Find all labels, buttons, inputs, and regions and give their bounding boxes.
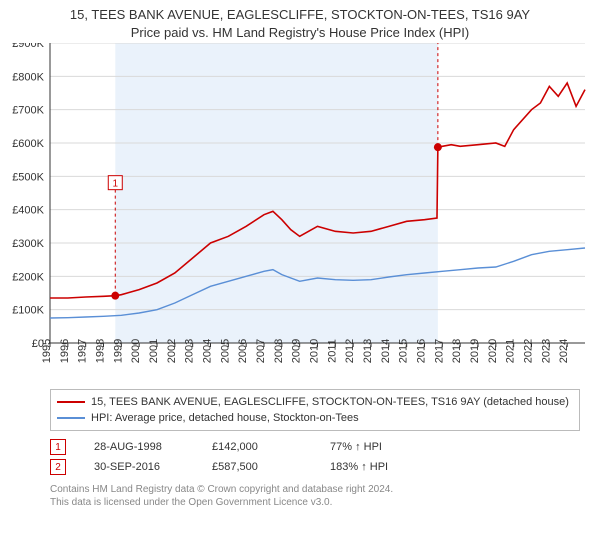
svg-text:£900K: £900K (12, 43, 44, 50)
svg-text:2020: 2020 (487, 339, 499, 363)
svg-text:2010: 2010 (309, 339, 321, 363)
legend-item-price-paid: 15, TEES BANK AVENUE, EAGLESCLIFFE, STOC… (57, 394, 573, 410)
title-line-2: Price paid vs. HM Land Registry's House … (8, 24, 592, 42)
svg-text:2021: 2021 (505, 339, 517, 363)
svg-text:£500K: £500K (12, 171, 44, 183)
title-line-1: 15, TEES BANK AVENUE, EAGLESCLIFFE, STOC… (8, 6, 592, 24)
event-date: 28-AUG-1998 (94, 441, 184, 453)
legend-label-1: 15, TEES BANK AVENUE, EAGLESCLIFFE, STOC… (91, 396, 569, 408)
svg-text:£200K: £200K (12, 271, 44, 283)
event-marker-1: 1 (50, 439, 66, 455)
svg-text:1998: 1998 (95, 339, 107, 363)
svg-text:2000: 2000 (130, 339, 142, 363)
svg-text:2017: 2017 (433, 339, 445, 363)
event-marker-2: 2 (50, 459, 66, 475)
svg-text:£300K: £300K (12, 238, 44, 250)
event-table: 1 28-AUG-1998 £142,000 77% ↑ HPI 2 30-SE… (50, 437, 580, 477)
svg-text:2018: 2018 (451, 339, 463, 363)
svg-text:2016: 2016 (416, 339, 428, 363)
svg-text:1996: 1996 (59, 339, 71, 363)
svg-text:£400K: £400K (12, 205, 44, 217)
chart-area: £0£100K£200K£300K£400K£500K£600K£700K£80… (0, 43, 600, 383)
svg-text:2023: 2023 (540, 339, 552, 363)
event-price: £587,500 (212, 461, 302, 473)
svg-text:£100K: £100K (12, 305, 44, 317)
svg-text:2003: 2003 (184, 339, 196, 363)
svg-text:1997: 1997 (77, 339, 89, 363)
event-date: 30-SEP-2016 (94, 461, 184, 473)
svg-text:2008: 2008 (273, 339, 285, 363)
footnote-line-2: This data is licensed under the Open Gov… (50, 496, 580, 509)
svg-text:2024: 2024 (558, 339, 570, 363)
svg-text:1995: 1995 (41, 339, 53, 363)
svg-text:2007: 2007 (255, 339, 267, 363)
event-pct: 77% ↑ HPI (330, 441, 420, 453)
event-row: 2 30-SEP-2016 £587,500 183% ↑ HPI (50, 457, 580, 477)
svg-text:2001: 2001 (148, 339, 160, 363)
svg-text:£600K: £600K (12, 138, 44, 150)
chart-title: 15, TEES BANK AVENUE, EAGLESCLIFFE, STOC… (0, 0, 600, 43)
svg-text:2014: 2014 (380, 339, 392, 363)
event-price: £142,000 (212, 441, 302, 453)
svg-text:1999: 1999 (112, 339, 124, 363)
svg-text:2019: 2019 (469, 339, 481, 363)
line-chart: £0£100K£200K£300K£400K£500K£600K£700K£80… (0, 43, 600, 383)
svg-text:2013: 2013 (362, 339, 374, 363)
svg-text:2006: 2006 (237, 339, 249, 363)
svg-text:£700K: £700K (12, 105, 44, 117)
svg-text:£800K: £800K (12, 71, 44, 83)
legend-item-hpi: HPI: Average price, detached house, Stoc… (57, 410, 573, 426)
event-row: 1 28-AUG-1998 £142,000 77% ↑ HPI (50, 437, 580, 457)
svg-text:2012: 2012 (344, 339, 356, 363)
legend-swatch-1 (57, 401, 85, 403)
svg-text:2004: 2004 (202, 339, 214, 363)
footnote-line-1: Contains HM Land Registry data © Crown c… (50, 483, 580, 496)
svg-text:2009: 2009 (291, 339, 303, 363)
svg-text:2015: 2015 (398, 339, 410, 363)
svg-text:1: 1 (112, 179, 118, 190)
legend: 15, TEES BANK AVENUE, EAGLESCLIFFE, STOC… (50, 389, 580, 431)
event-pct: 183% ↑ HPI (330, 461, 420, 473)
legend-label-2: HPI: Average price, detached house, Stoc… (91, 412, 359, 424)
svg-text:2022: 2022 (523, 339, 535, 363)
legend-swatch-2 (57, 417, 85, 419)
svg-text:2005: 2005 (219, 339, 231, 363)
footnote: Contains HM Land Registry data © Crown c… (50, 483, 580, 509)
svg-text:2002: 2002 (166, 339, 178, 363)
